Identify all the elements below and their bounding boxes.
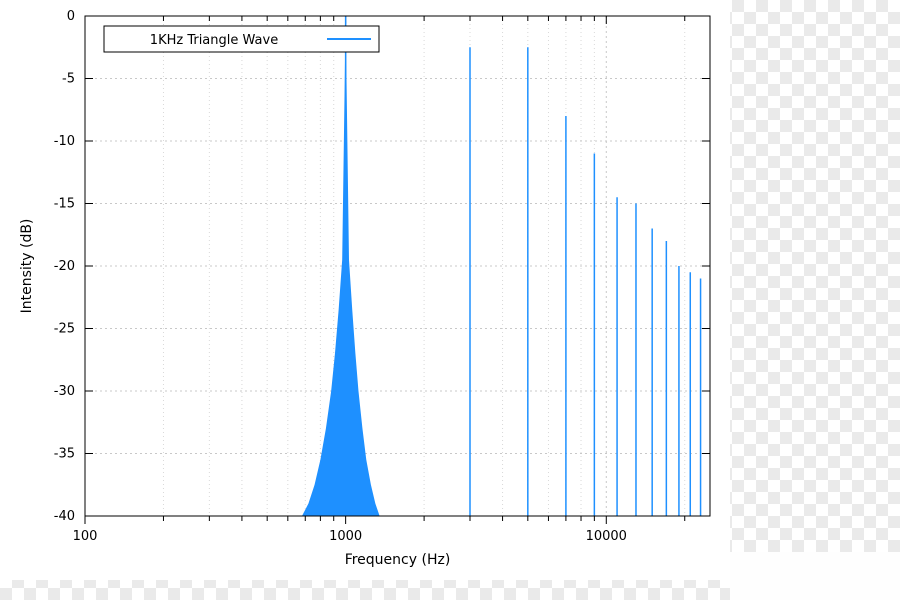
x-tick-label: 1000 [329, 529, 362, 544]
y-tick-label: -15 [54, 197, 75, 212]
x-tick-label: 10000 [586, 529, 627, 544]
legend-label: 1KHz Triangle Wave [150, 33, 278, 48]
spectrum-chart: -40 -35 -30 -25 -20 -15 -10 -5 0 100 1000 10000 Freq… [0, 0, 730, 580]
x-tick-label: 100 [73, 529, 98, 544]
chart-canvas: -40 -35 -30 -25 -20 -15 -10 -5 0 100 1000 10000 Freq… [0, 0, 730, 580]
y-axis-label: Intensity (dB) [19, 219, 35, 314]
corner-mask [730, 552, 900, 600]
y-tick-label: -35 [54, 447, 75, 462]
y-tick-label: -40 [54, 509, 75, 524]
y-tick-label: 0 [67, 9, 75, 24]
y-tick-label: -30 [54, 384, 75, 399]
x-axis-label: Frequency (Hz) [345, 552, 451, 568]
y-tick-label: -5 [62, 72, 75, 87]
y-tick-label: -10 [54, 134, 75, 149]
y-tick-label: -25 [54, 322, 75, 337]
y-tick-label: -20 [54, 259, 75, 274]
